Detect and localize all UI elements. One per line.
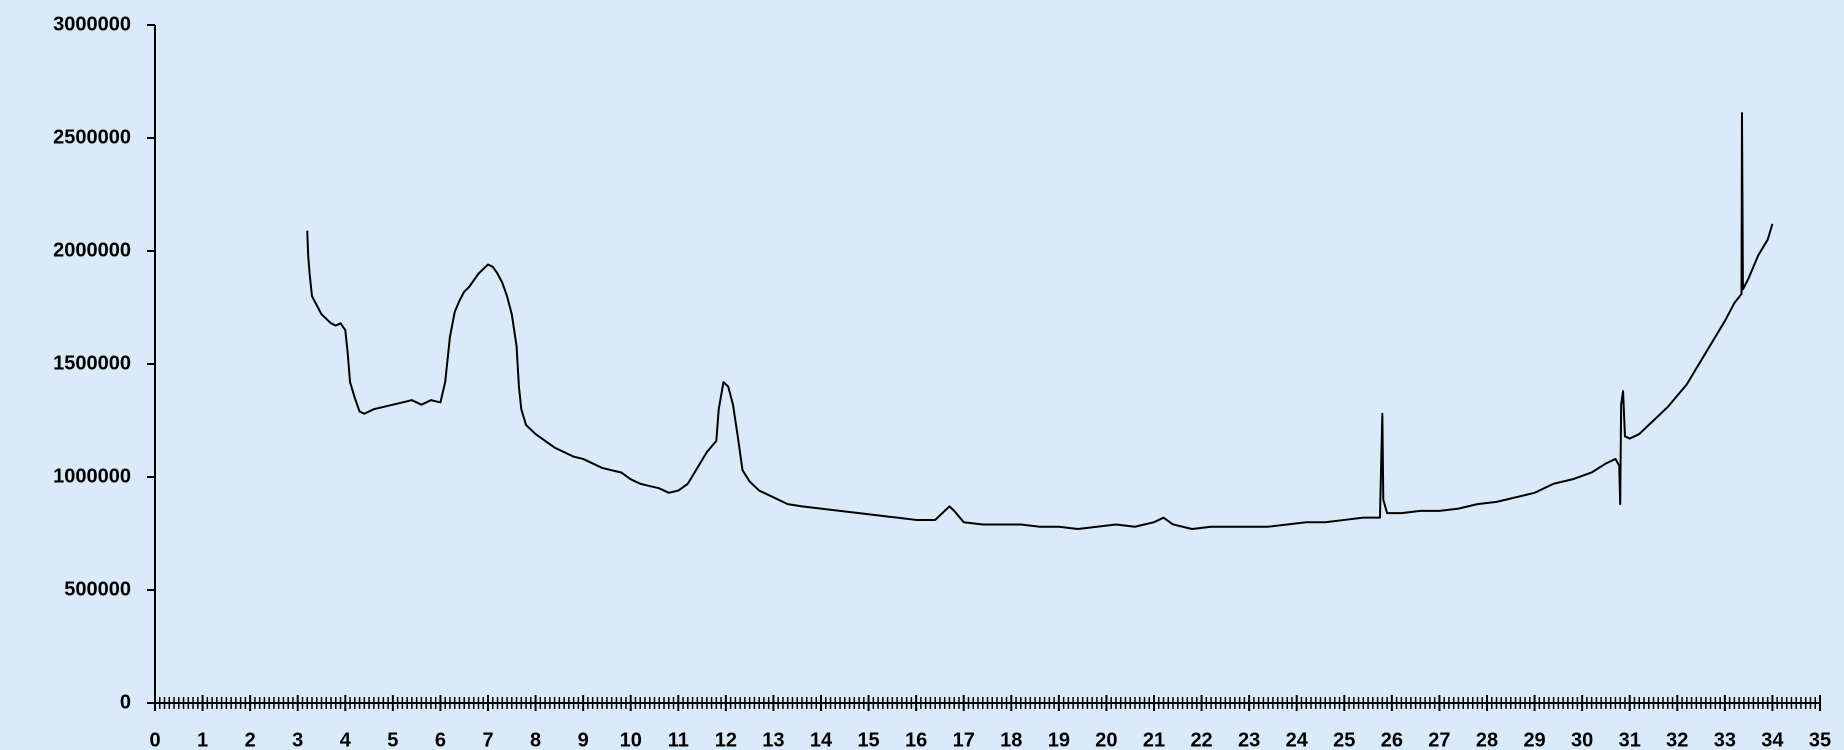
y-tick-label: 3000000 bbox=[53, 13, 131, 35]
y-tick-label: 2000000 bbox=[53, 239, 131, 261]
x-tick-label: 30 bbox=[1571, 729, 1593, 750]
x-tick-label: 31 bbox=[1619, 729, 1641, 750]
x-tick-label: 6 bbox=[435, 729, 446, 750]
x-tick-label: 7 bbox=[482, 729, 493, 750]
x-tick-label: 10 bbox=[620, 729, 642, 750]
y-tick-label: 500000 bbox=[64, 578, 131, 600]
y-tick-label: 1500000 bbox=[53, 352, 131, 374]
x-tick-label: 32 bbox=[1666, 729, 1688, 750]
x-tick-label: 16 bbox=[905, 729, 927, 750]
x-tick-label: 25 bbox=[1333, 729, 1355, 750]
x-tick-label: 11 bbox=[668, 729, 689, 750]
x-tick-label: 23 bbox=[1238, 729, 1260, 750]
x-tick-label: 3 bbox=[292, 729, 303, 750]
data-line bbox=[306, 112, 1774, 530]
x-tick-label: 20 bbox=[1095, 729, 1117, 750]
x-tick-label: 9 bbox=[578, 729, 589, 750]
x-tick-label: 0 bbox=[149, 729, 160, 750]
x-tick-label: 35 bbox=[1809, 729, 1831, 750]
x-tick-label: 26 bbox=[1381, 729, 1403, 750]
x-tick-label: 24 bbox=[1286, 729, 1309, 750]
x-tick-label: 8 bbox=[530, 729, 541, 750]
x-tick-label: 22 bbox=[1190, 729, 1212, 750]
x-tick-label: 13 bbox=[762, 729, 784, 750]
x-tick-label: 12 bbox=[715, 729, 737, 750]
x-tick-label: 14 bbox=[810, 729, 833, 750]
y-tick-label: 0 bbox=[120, 691, 131, 713]
x-tick-label: 33 bbox=[1714, 729, 1736, 750]
x-tick-label: 28 bbox=[1476, 729, 1498, 750]
x-tick-label: 5 bbox=[387, 729, 398, 750]
x-tick-label: 27 bbox=[1428, 729, 1450, 750]
x-tick-label: 4 bbox=[340, 729, 352, 750]
x-tick-label: 21 bbox=[1143, 729, 1165, 750]
x-tick-label: 19 bbox=[1048, 729, 1070, 750]
x-tick-label: 18 bbox=[1000, 729, 1022, 750]
x-tick-label: 34 bbox=[1761, 729, 1784, 750]
x-tick-label: 15 bbox=[857, 729, 879, 750]
x-tick-label: 2 bbox=[245, 729, 256, 750]
y-tick-label: 2500000 bbox=[53, 126, 131, 148]
y-tick-label: 1000000 bbox=[53, 465, 131, 487]
x-tick-label: 1 bbox=[197, 729, 208, 750]
x-tick-label: 17 bbox=[953, 729, 975, 750]
x-tick-label: 29 bbox=[1523, 729, 1545, 750]
